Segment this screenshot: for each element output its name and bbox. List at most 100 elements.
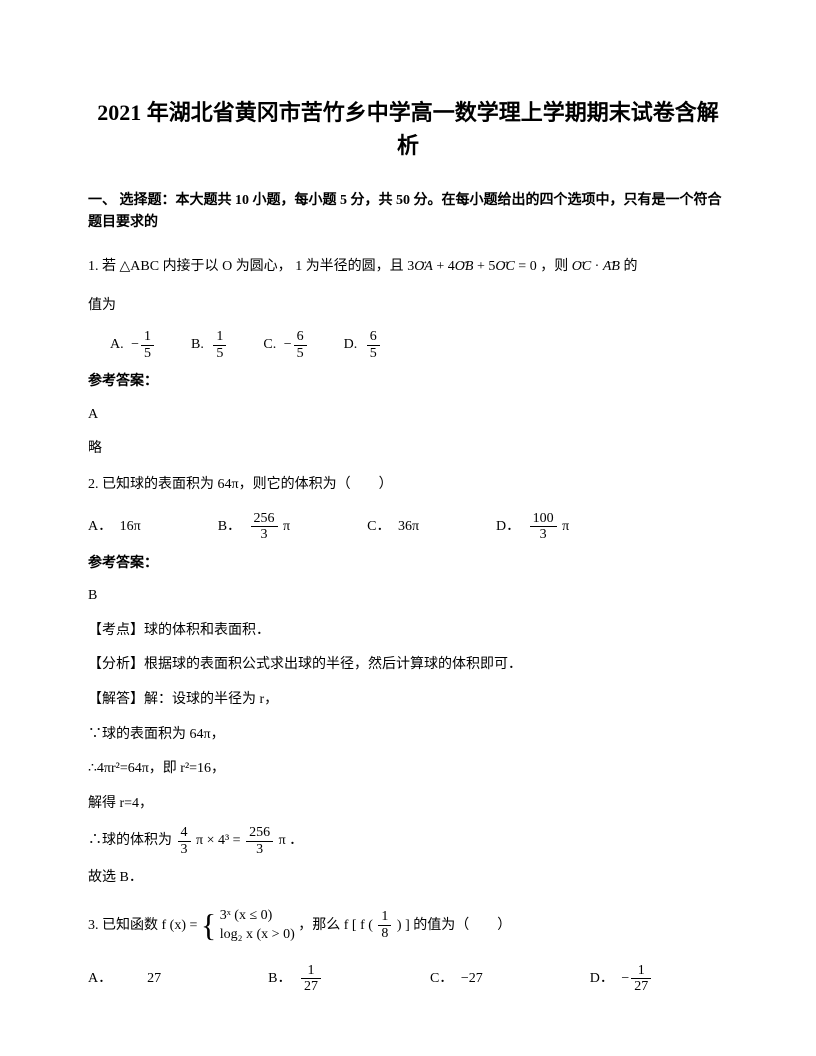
q1-options: A. −15 B. 15 C. −65 D. 65 bbox=[88, 329, 728, 361]
q1-vec-oc: OC bbox=[495, 259, 514, 274]
q3-options: A． 27 B． 127 C． −27 D． −127 bbox=[88, 963, 728, 995]
q3-optD-den: 27 bbox=[631, 979, 651, 994]
q1-line2: 值为 bbox=[88, 293, 728, 320]
q3-optD-num: 1 bbox=[631, 963, 651, 979]
q3-optD-neg: − bbox=[621, 971, 629, 986]
q1-optA-label: A. bbox=[110, 330, 124, 361]
q1-triangle: △ABC bbox=[120, 259, 160, 274]
q2-optB-suffix: π bbox=[283, 519, 290, 534]
q3-optC-label: C． bbox=[430, 964, 453, 995]
q2-analysis-text: 根据球的表面积公式求出球的半径，然后计算球的体积即可． bbox=[144, 657, 522, 672]
q2-optD-num: 100 bbox=[530, 511, 557, 527]
q2-optB-den: 3 bbox=[251, 527, 278, 542]
q2-solve-label: 【解答】 bbox=[88, 692, 144, 707]
q1-mid3: 为半径的圆，且 bbox=[306, 259, 408, 274]
q2-step2: ∴4πr²=64π，即 r²=16， bbox=[88, 756, 728, 783]
q1-optC-den: 5 bbox=[294, 346, 307, 361]
question-2: 2. 已知球的表面积为 64π，则它的体积为（ ） bbox=[88, 471, 728, 499]
q2-optA-label: A． bbox=[88, 512, 112, 543]
q3-piecewise: f (x) = { 3ˣ (x ≤ 0) log₂ x (x > 0) bbox=[162, 906, 295, 945]
q3-optD-frac: 127 bbox=[631, 963, 651, 995]
q2-step4-prefix: ∴球的体积为 bbox=[88, 833, 176, 848]
q2-solve-prefix: 解：设球的半径为 r， bbox=[144, 692, 278, 707]
q1-dot: · bbox=[595, 259, 603, 274]
q2-step4-frac1: 43 bbox=[178, 825, 191, 857]
question-3: 3. 已知函数 f (x) = { 3ˣ (x ≤ 0) log₂ x (x >… bbox=[88, 906, 728, 945]
q2-analysis: 【分析】根据球的表面积公式求出球的半径，然后计算球的体积即可． bbox=[88, 652, 728, 679]
q2-optC-label: C． bbox=[367, 512, 390, 543]
q3-optB-label: B． bbox=[268, 964, 291, 995]
q2-answer-label: 参考答案： bbox=[88, 553, 728, 575]
q2-optC-val: 36π bbox=[398, 519, 419, 534]
q2-optD-label: D． bbox=[496, 512, 520, 543]
q2-point: 【考点】球的体积和表面积． bbox=[88, 618, 728, 645]
q1-answer-label: 参考答案： bbox=[88, 371, 728, 393]
q3-brace-icon: { bbox=[201, 909, 216, 941]
q2-conclusion: 故选 B． bbox=[88, 865, 728, 892]
q1-optA-num: 1 bbox=[141, 329, 154, 345]
q1-optC-num: 6 bbox=[294, 329, 307, 345]
q1-answer: A bbox=[88, 402, 728, 429]
q3-cases: 3ˣ (x ≤ 0) log₂ x (x > 0) bbox=[220, 906, 295, 945]
q3-optA-label: A． bbox=[88, 964, 112, 995]
q1-vec-ab: AB bbox=[603, 259, 620, 274]
q1-vec-oa: OA bbox=[414, 259, 433, 274]
q2-step4-num1: 4 bbox=[178, 825, 191, 841]
q1-mid2: 为圆心， bbox=[236, 259, 292, 274]
q3-case2: log₂ x (x > 0) bbox=[220, 925, 295, 945]
q2-step4-den2: 3 bbox=[246, 842, 273, 857]
q3-optA-val: 27 bbox=[147, 971, 161, 986]
q2-analysis-label: 【分析】 bbox=[88, 657, 144, 672]
q2-optB-num: 256 bbox=[251, 511, 278, 527]
q2-answer: B bbox=[88, 583, 728, 610]
q1-optD-den: 5 bbox=[367, 346, 380, 361]
q1-vec-oc2: OC bbox=[572, 259, 591, 274]
question-1: 1. 若 △ABC 内接于以 O 为圆心， 1 为半径的圆，且 3OA + 4O… bbox=[88, 253, 728, 281]
q3-fof-num: 1 bbox=[378, 909, 391, 925]
q1-optB-label: B. bbox=[191, 330, 204, 361]
q1-optC-label: C. bbox=[263, 330, 276, 361]
q2-point-label: 【考点】 bbox=[88, 623, 144, 638]
q2-optD-suffix: π bbox=[562, 519, 569, 534]
q1-optC-neg: − bbox=[284, 337, 292, 352]
q2-point-text: 球的体积和表面积． bbox=[144, 623, 270, 638]
q3-optB-den: 27 bbox=[301, 979, 321, 994]
q1-optD-frac: 65 bbox=[367, 329, 380, 361]
q2-step4: ∴球的体积为 43 π × 4³ = 2563 π ． bbox=[88, 825, 728, 857]
q1-mid4: ，则 bbox=[540, 259, 572, 274]
q1-center: O bbox=[222, 259, 232, 274]
q2-optD-frac: 1003 bbox=[530, 511, 557, 543]
q1-prefix: 1. 若 bbox=[88, 259, 120, 274]
q2-step4-suffix: π bbox=[279, 833, 286, 848]
q2-step4-frac2: 2563 bbox=[246, 825, 273, 857]
q3-prefix: 3. 已知函数 bbox=[88, 918, 162, 933]
q2-optB-frac: 2563 bbox=[251, 511, 278, 543]
q3-optC-val: −27 bbox=[461, 971, 483, 986]
q2-solve: 【解答】解：设球的半径为 r， bbox=[88, 687, 728, 714]
q1-optD-num: 6 bbox=[367, 329, 380, 345]
q2-step1: ∵球的表面积为 64π， bbox=[88, 722, 728, 749]
q1-optD-label: D. bbox=[344, 330, 358, 361]
q2-options: A． 16π B． 2563 π C． 36π D． 1003 π bbox=[88, 511, 728, 543]
q1-optB-den: 5 bbox=[213, 346, 226, 361]
q1-brief: 略 bbox=[88, 436, 728, 463]
q3-fof-suffix: ) ] bbox=[397, 918, 410, 933]
q1-eq-rhs: = 0 bbox=[518, 259, 536, 274]
q3-tail: 的值为（ ） bbox=[413, 918, 511, 933]
q1-optC-frac: 65 bbox=[294, 329, 307, 361]
q2-step4-end: ． bbox=[289, 833, 303, 848]
q1-optA-den: 5 bbox=[141, 346, 154, 361]
q3-fof-frac: 18 bbox=[378, 909, 391, 941]
q3-case1: 3ˣ (x ≤ 0) bbox=[220, 906, 295, 926]
q2-optA-val: 16π bbox=[120, 519, 141, 534]
q2-step4-mid: π × 4³ bbox=[196, 833, 229, 848]
q3-fx: f (x) = bbox=[162, 918, 201, 933]
q3-optB-num: 1 bbox=[301, 963, 321, 979]
q2-optB-label: B． bbox=[218, 512, 241, 543]
q2-step4-num2: 256 bbox=[246, 825, 273, 841]
q1-eq-p2: + 5 bbox=[477, 259, 495, 274]
q1-optA-neg: − bbox=[131, 337, 139, 352]
q3-mid: ，那么 bbox=[298, 918, 344, 933]
q1-optA-frac: 15 bbox=[141, 329, 154, 361]
q1-radius: 1 bbox=[295, 259, 302, 274]
